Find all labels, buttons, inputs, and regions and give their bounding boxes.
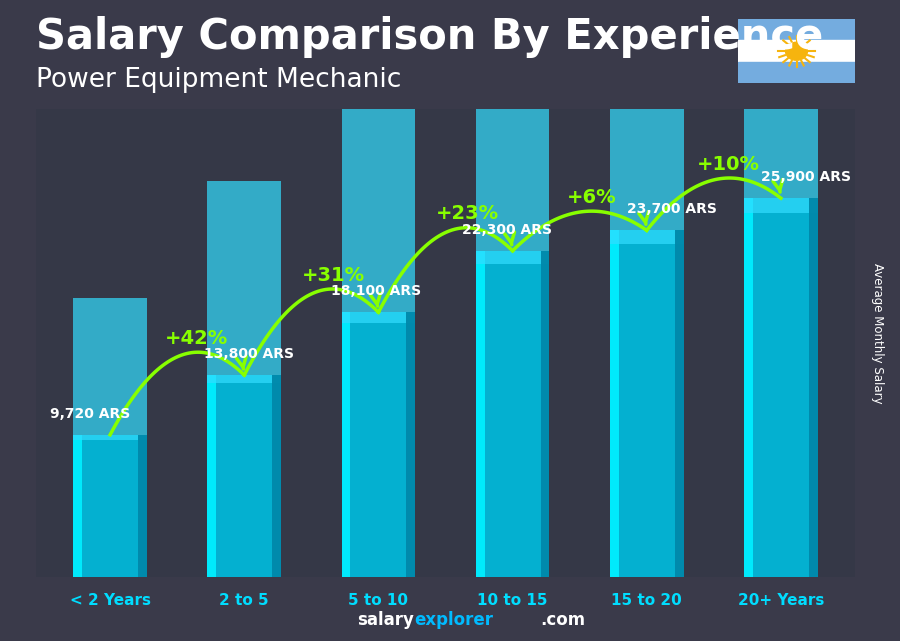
Text: Power Equipment Mechanic: Power Equipment Mechanic	[36, 67, 401, 94]
Bar	[341, 58, 415, 323]
Bar	[541, 251, 550, 577]
Bar	[738, 40, 855, 62]
Bar	[610, 0, 684, 244]
Text: Average Monthly Salary: Average Monthly Salary	[871, 263, 884, 404]
Text: 22,300 ARS: 22,300 ARS	[462, 223, 552, 237]
Bar	[809, 198, 818, 577]
Text: salary: salary	[357, 612, 414, 629]
Text: Salary Comparison By Experience: Salary Comparison By Experience	[36, 16, 824, 58]
Bar	[207, 181, 281, 383]
Text: +10%: +10%	[697, 154, 760, 174]
Bar	[407, 312, 415, 577]
Text: +23%: +23%	[436, 204, 500, 223]
Circle shape	[786, 42, 807, 60]
Bar	[610, 230, 618, 577]
Bar	[73, 435, 147, 577]
Bar	[744, 198, 818, 577]
Text: .com: .com	[540, 612, 585, 629]
Bar	[341, 312, 350, 577]
Bar	[738, 62, 855, 83]
Bar	[738, 19, 855, 40]
Bar	[476, 0, 550, 264]
Text: 9,720 ARS: 9,720 ARS	[50, 407, 130, 420]
Text: 13,800 ARS: 13,800 ARS	[204, 347, 294, 361]
Bar	[476, 251, 550, 577]
Bar	[73, 435, 82, 577]
Bar	[273, 375, 281, 577]
Bar	[73, 298, 147, 440]
Text: 25,900 ARS: 25,900 ARS	[760, 170, 850, 184]
Bar	[207, 375, 216, 577]
Bar	[744, 0, 818, 213]
Bar	[610, 230, 684, 577]
Text: +6%: +6%	[567, 188, 616, 207]
Text: 23,700 ARS: 23,700 ARS	[626, 203, 716, 216]
Text: +31%: +31%	[302, 265, 365, 285]
Bar	[476, 251, 484, 577]
Text: +42%: +42%	[166, 329, 229, 348]
Text: 18,100 ARS: 18,100 ARS	[331, 284, 421, 298]
Bar	[744, 198, 752, 577]
Bar	[341, 312, 415, 577]
Bar	[207, 375, 281, 577]
Bar	[139, 435, 147, 577]
Text: explorer: explorer	[414, 612, 493, 629]
Bar	[675, 230, 684, 577]
